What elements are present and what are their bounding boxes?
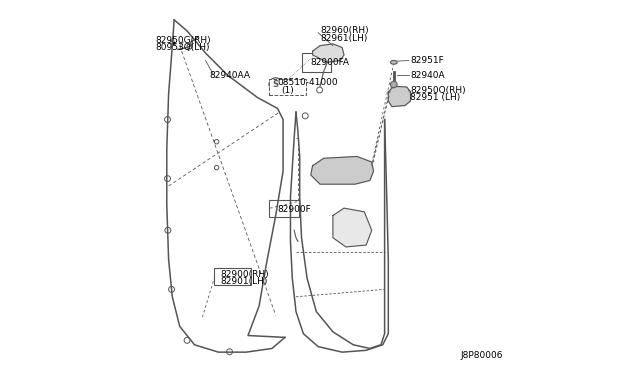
Text: 82951 (LH): 82951 (LH) [410, 93, 461, 102]
Polygon shape [312, 44, 344, 62]
Text: S: S [273, 80, 278, 89]
Text: 08510-41000: 08510-41000 [278, 78, 338, 87]
Text: 82950Q(RH): 82950Q(RH) [410, 86, 466, 94]
Circle shape [302, 113, 308, 119]
FancyBboxPatch shape [269, 201, 299, 217]
Circle shape [390, 81, 397, 88]
Text: J8P80006: J8P80006 [460, 351, 503, 360]
Text: 82940A: 82940A [410, 71, 445, 80]
Text: 82951F: 82951F [410, 56, 444, 65]
Text: 82960(RH): 82960(RH) [320, 26, 369, 35]
FancyBboxPatch shape [301, 53, 331, 71]
Text: 82961(LH): 82961(LH) [320, 34, 367, 43]
Text: 82901(LH): 82901(LH) [220, 278, 268, 286]
Polygon shape [311, 157, 374, 184]
Text: 82900(RH): 82900(RH) [220, 270, 269, 279]
Ellipse shape [390, 61, 397, 64]
Text: 82900FA: 82900FA [311, 58, 350, 67]
Text: 80953Q(LH): 80953Q(LH) [156, 43, 210, 52]
FancyBboxPatch shape [214, 268, 251, 285]
FancyBboxPatch shape [269, 78, 307, 95]
Polygon shape [388, 86, 410, 107]
Text: 82940AA: 82940AA [209, 71, 250, 80]
Text: 82950G(RH): 82950G(RH) [156, 36, 211, 45]
Polygon shape [333, 208, 372, 247]
Text: (1): (1) [281, 86, 294, 94]
Text: 82900F: 82900F [278, 205, 311, 215]
